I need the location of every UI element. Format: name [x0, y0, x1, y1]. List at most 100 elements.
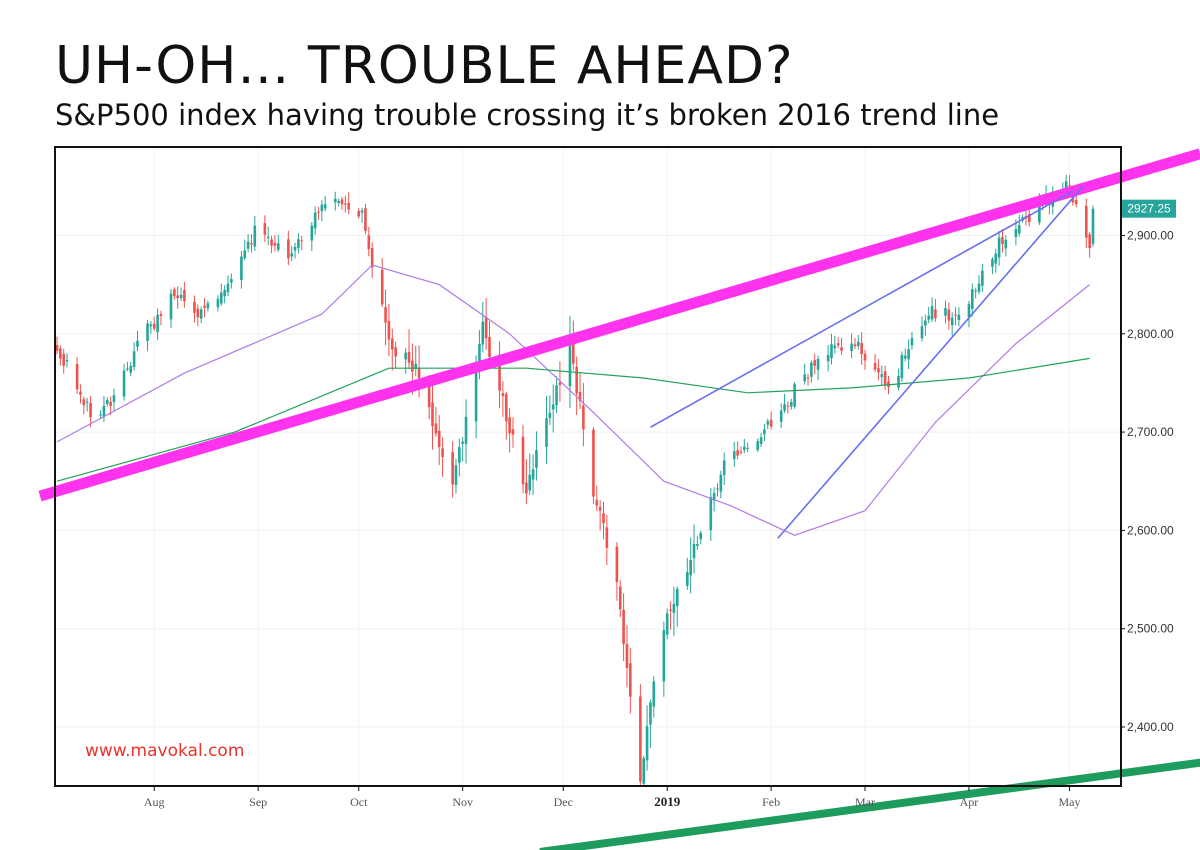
candle-body [806, 377, 810, 379]
candle [970, 283, 974, 317]
candle [779, 403, 783, 429]
x-axis: Aug Sep Oct Nov Dec 2019 Feb Mar Apr May [144, 786, 1081, 809]
candle [521, 424, 525, 493]
candle [109, 396, 112, 416]
candle-body [575, 366, 578, 394]
candle-body [1014, 229, 1018, 237]
candle-body [109, 401, 112, 406]
candle [763, 423, 766, 442]
last-price-tag: 2927.25 [1122, 199, 1176, 218]
candle [340, 196, 344, 210]
candle [333, 191, 337, 211]
candle [598, 500, 602, 531]
candle [65, 353, 69, 368]
candle-body [441, 448, 444, 457]
candle-body [1084, 205, 1088, 238]
candle-body [169, 293, 173, 320]
candle-body [226, 283, 230, 293]
candle [240, 250, 243, 289]
candle-body [317, 211, 320, 213]
candle-body [65, 360, 69, 362]
candle [675, 586, 679, 627]
candle [756, 438, 760, 453]
candle-body [994, 253, 998, 264]
candle [900, 351, 904, 382]
candle [863, 349, 867, 370]
overlays [38, 148, 1200, 850]
candle-body [434, 423, 438, 434]
candle [498, 341, 501, 409]
candle-body [739, 451, 743, 453]
candle [273, 235, 277, 252]
candle [625, 625, 629, 688]
candle-body [240, 256, 243, 280]
candle-body [1068, 185, 1071, 187]
candle [451, 441, 454, 498]
candle-body [159, 314, 163, 316]
wedge-line [777, 185, 1084, 539]
candle [826, 345, 830, 372]
candle [246, 234, 250, 253]
candle [743, 438, 746, 453]
candle-body [323, 204, 327, 209]
candle [1017, 214, 1021, 237]
candle-body [954, 314, 957, 316]
candle-body [102, 405, 106, 417]
chart-grid [55, 147, 1121, 786]
candle-body [394, 347, 397, 357]
candle [461, 437, 464, 462]
candle [276, 234, 280, 252]
candle [105, 397, 109, 407]
candle [850, 333, 853, 359]
candle-body [173, 289, 176, 297]
candle [572, 320, 575, 371]
candle-body [920, 326, 924, 339]
candle [582, 383, 585, 447]
candle-body [347, 202, 350, 210]
candle [816, 355, 820, 381]
candle-body [840, 347, 843, 351]
candle-body [991, 259, 994, 267]
candle-body [384, 307, 387, 323]
candle-body [364, 208, 367, 232]
page-subtitle: S&P500 index having trouble crossing it’… [55, 98, 1000, 132]
candle-body [686, 571, 689, 586]
candle-body [521, 436, 525, 485]
candle-body [629, 663, 632, 697]
candle [548, 395, 552, 425]
candle [991, 257, 994, 275]
candle [622, 593, 625, 662]
candle-body [122, 370, 126, 397]
candle [347, 192, 350, 215]
candle-body [370, 247, 374, 268]
candle [79, 384, 82, 404]
candle-body [689, 559, 692, 576]
candle [226, 275, 230, 296]
candle [203, 298, 206, 318]
candle [719, 470, 723, 499]
candle [320, 200, 324, 222]
candle [62, 348, 66, 374]
candle [310, 221, 314, 252]
candle [920, 316, 924, 342]
candle [732, 441, 736, 467]
candle [575, 356, 578, 416]
candle [977, 275, 981, 295]
candle [82, 396, 86, 415]
candle-body [826, 354, 830, 362]
candle-body [340, 199, 344, 205]
candle-body [89, 403, 92, 418]
candle-body [746, 447, 749, 449]
candle [146, 319, 149, 352]
candle-body [360, 210, 364, 213]
candle [689, 537, 692, 594]
candle [216, 295, 220, 312]
candle-body [592, 429, 595, 497]
candle [504, 391, 508, 440]
candle [129, 361, 133, 377]
candle [1091, 205, 1095, 247]
candle-body [769, 419, 773, 427]
candle-body [722, 460, 726, 476]
candle-body [176, 295, 180, 299]
candle-body [270, 239, 273, 246]
